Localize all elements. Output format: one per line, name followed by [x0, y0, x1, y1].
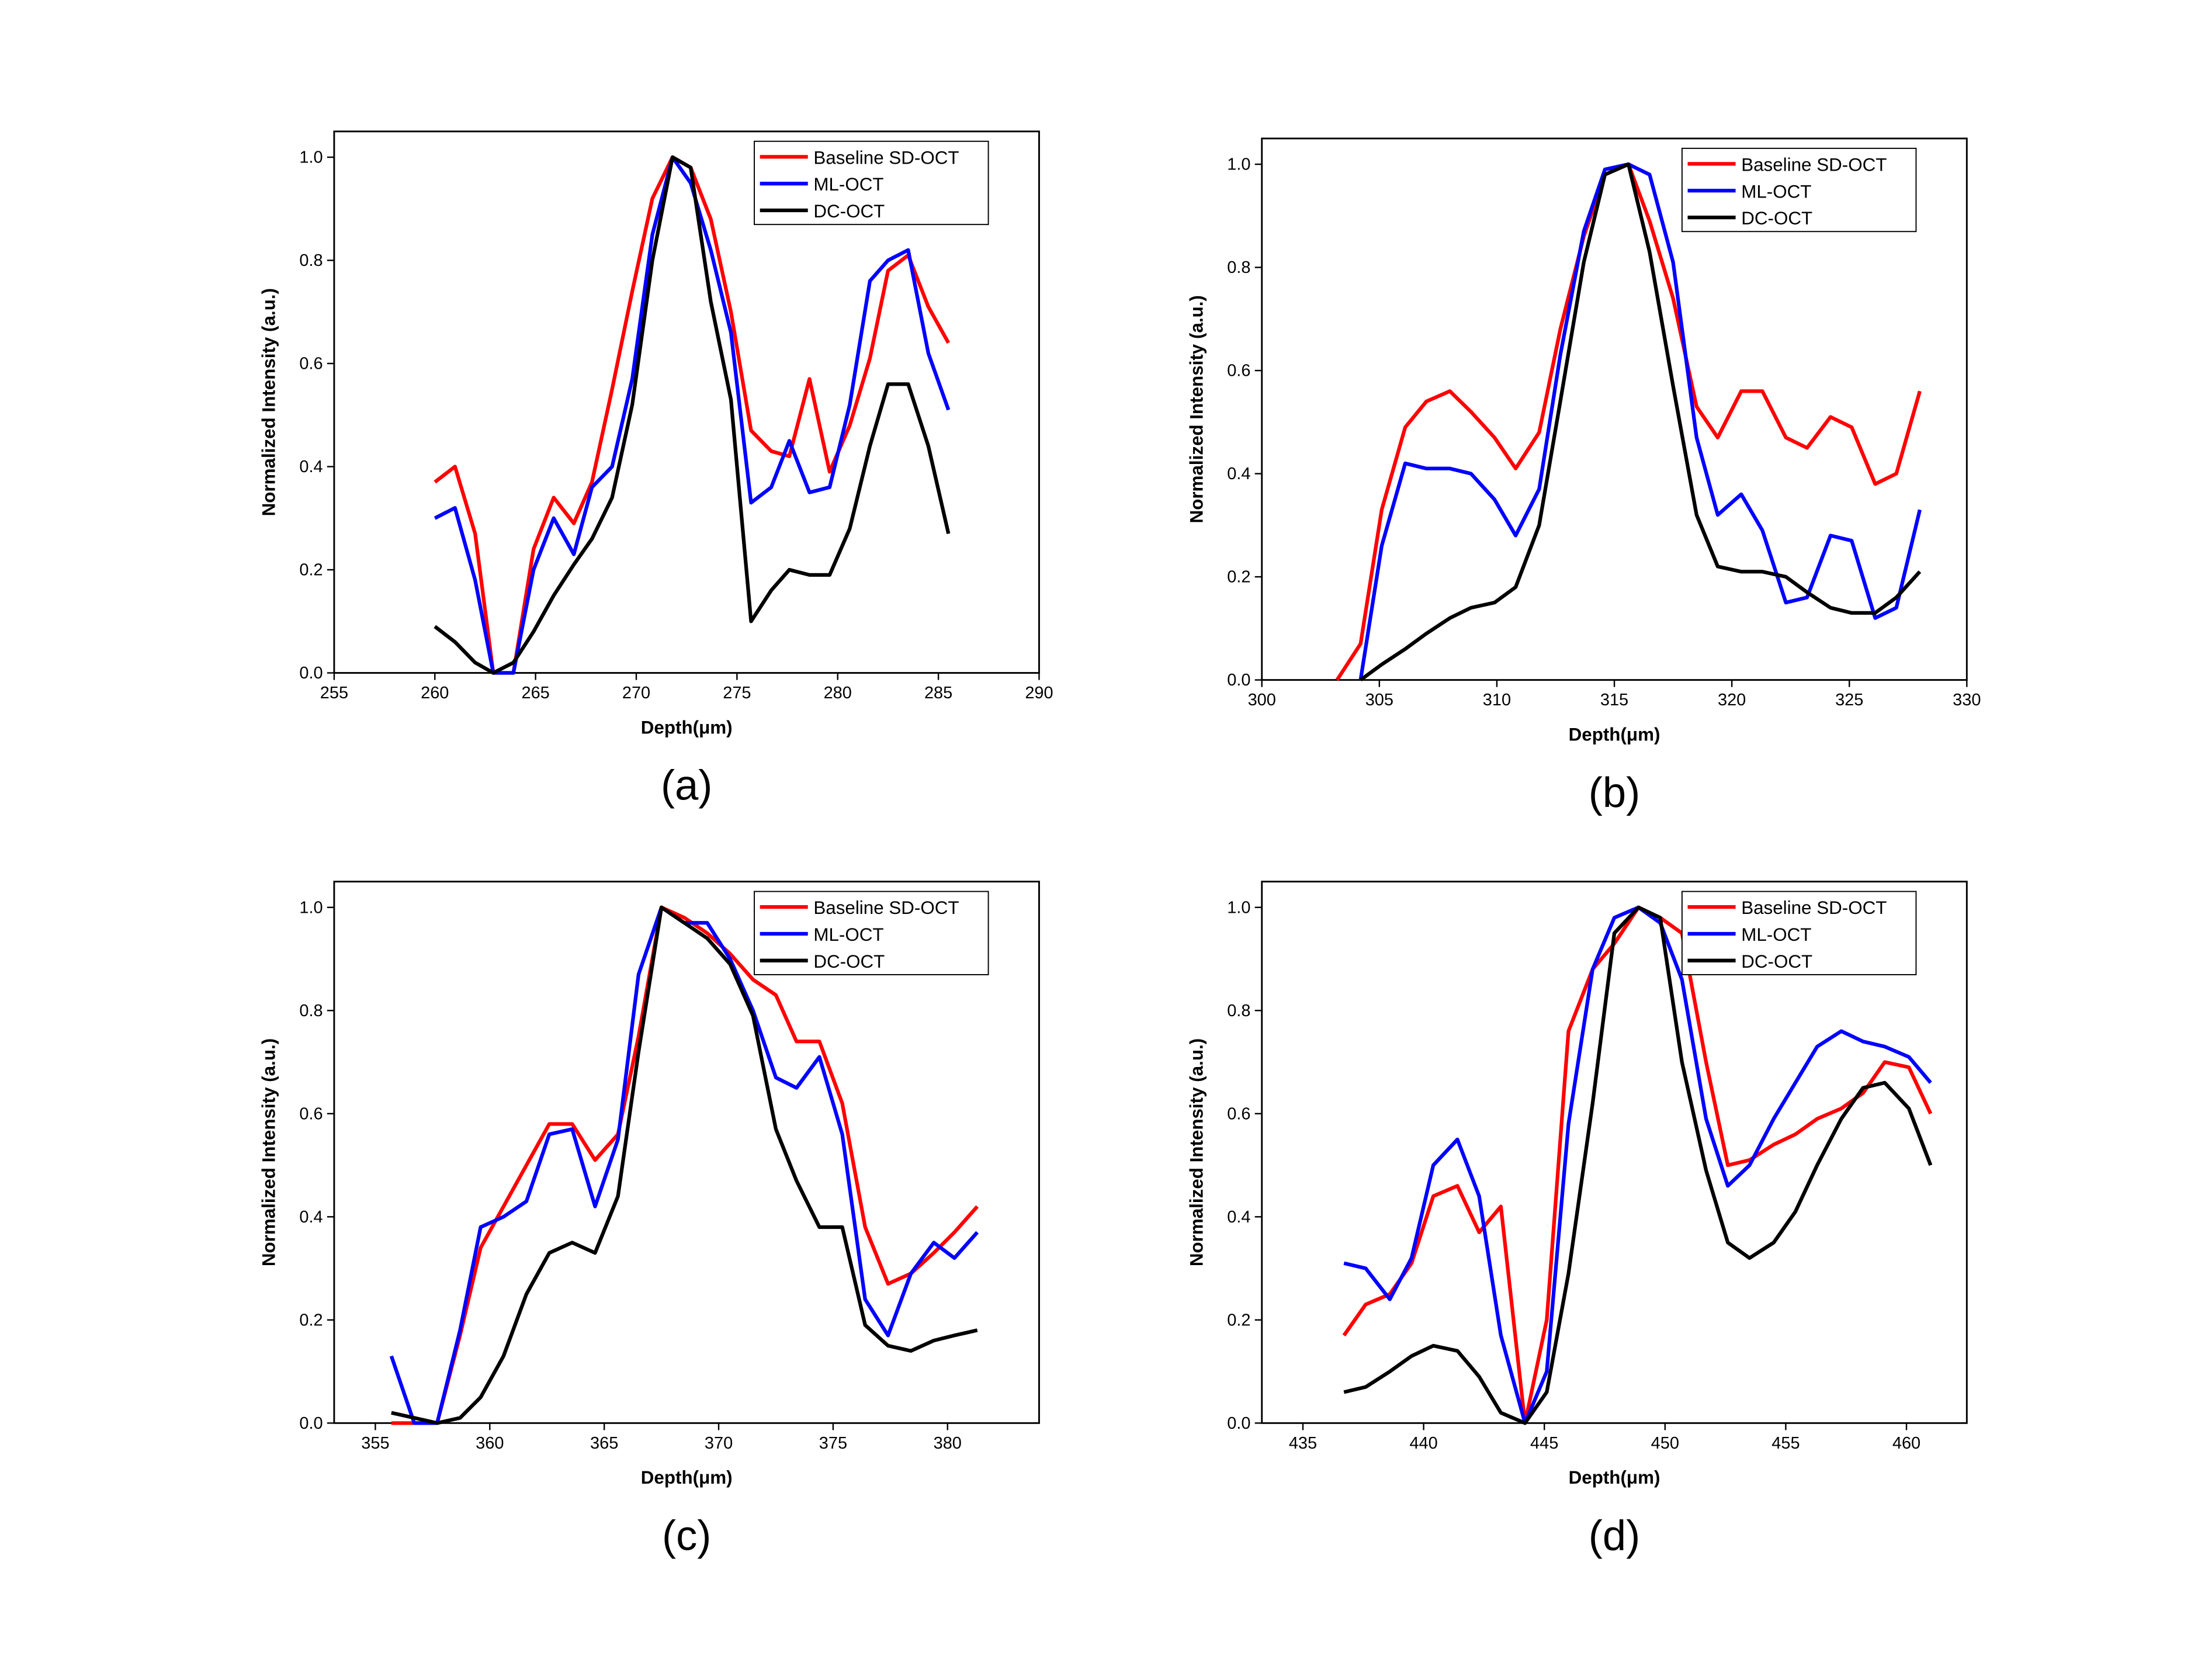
x-tick-label: 285	[924, 684, 952, 702]
x-tick-label: 325	[1835, 691, 1863, 709]
legend-label: ML-OCT	[1741, 924, 1811, 945]
y-tick-label: 0.4	[299, 458, 323, 476]
caption: (b)	[1589, 769, 1640, 816]
plot-frame	[1261, 137, 1968, 681]
legend-label: Baseline SD-OCT	[813, 147, 959, 168]
y-tick-label: 0.6	[1227, 362, 1250, 380]
x-tick-label: 260	[421, 684, 449, 702]
legend-label: DC-OCT	[813, 951, 885, 972]
y-tick-label: 0.4	[299, 1208, 323, 1227]
caption: (a)	[661, 762, 712, 809]
x-tick-label: 290	[1025, 684, 1053, 702]
y-tick-label: 0.2	[1227, 568, 1250, 587]
x-tick-label: 265	[522, 684, 550, 702]
series-line	[434, 155, 951, 675]
y-tick-label: 0.4	[1227, 465, 1250, 483]
series-line	[391, 905, 978, 1425]
x-tick-label: 330	[1953, 691, 1981, 709]
legend-label: Baseline SD-OCT	[1741, 154, 1887, 175]
series-line	[1358, 162, 1922, 681]
y-tick-label: 0.8	[299, 251, 323, 270]
panel: 255 260 265 270 275 280 285 290 0.0 0.2 0.4 0.6 0.8 1…	[259, 130, 1053, 809]
y-tick-label: 0.8	[1227, 1002, 1250, 1020]
x-tick-label: 450	[1651, 1434, 1679, 1453]
x-tick-label: 440	[1409, 1434, 1437, 1453]
legend-label: DC-OCT	[813, 201, 885, 221]
y-tick-label: 0.6	[299, 355, 323, 373]
y-axis-label: Normalized Intensity (a.u.)	[1186, 1038, 1207, 1266]
y-tick-label: 0.0	[299, 664, 323, 683]
x-tick-label: 320	[1718, 691, 1746, 709]
y-axis-label: Normalized Intensity (a.u.)	[259, 288, 279, 516]
x-tick-label: 255	[320, 684, 348, 702]
y-tick-label: 0.0	[1227, 671, 1250, 690]
x-tick-label: 375	[819, 1434, 847, 1453]
x-tick-label: 355	[361, 1434, 389, 1453]
legend-label: ML-OCT	[1741, 181, 1811, 202]
x-tick-label: 435	[1289, 1434, 1317, 1453]
y-axis-label: Normalized Intensity (a.u.)	[1186, 295, 1207, 523]
y-tick-label: 0.2	[299, 1311, 323, 1329]
y-tick-label: 0.4	[1227, 1208, 1250, 1227]
y-tick-label: 0.2	[299, 561, 323, 580]
y-tick-label: 0.0	[1227, 1414, 1250, 1433]
x-tick-label: 460	[1892, 1434, 1920, 1453]
legend-label: DC-OCT	[1741, 951, 1812, 972]
plot-frame	[333, 130, 1040, 674]
x-tick-label: 380	[934, 1434, 962, 1453]
legend-label: Baseline SD-OCT	[813, 898, 959, 918]
legend-label: Baseline SD-OCT	[1741, 898, 1887, 918]
x-tick-label: 455	[1771, 1434, 1800, 1453]
series-line	[434, 155, 951, 675]
x-tick-label: 305	[1365, 691, 1393, 709]
y-tick-label: 0.8	[1227, 258, 1250, 277]
caption: (d)	[1589, 1512, 1640, 1560]
caption: (c)	[662, 1512, 711, 1560]
y-tick-label: 0.8	[299, 1002, 323, 1020]
x-tick-label: 280	[824, 684, 852, 702]
panel: 355 360 365 370 375 380 0.0 0.2 0.4 0.6 0.8 1.0 Dept…	[259, 881, 1040, 1560]
x-axis-label: Depth(μm)	[1569, 1467, 1660, 1488]
y-tick-label: 1.0	[299, 148, 323, 167]
legend-label: ML-OCT	[813, 924, 883, 945]
x-tick-label: 360	[476, 1434, 504, 1453]
series-line	[1359, 162, 1922, 682]
panel: 300 305 310 315 320 325 330 0.0 0.2 0.4 0.6 0.8 1.0 D…	[1186, 137, 1981, 816]
y-tick-label: 1.0	[1227, 155, 1250, 174]
x-tick-label: 310	[1483, 691, 1511, 709]
x-tick-label: 275	[723, 684, 751, 702]
series-line	[1335, 162, 1922, 681]
x-tick-label: 445	[1530, 1434, 1558, 1453]
legend-label: ML-OCT	[813, 174, 883, 195]
series-line	[434, 155, 951, 675]
y-tick-label: 0.0	[299, 1414, 323, 1433]
legend-label: DC-OCT	[1741, 208, 1812, 228]
x-tick-label: 365	[590, 1434, 618, 1453]
series-line	[391, 905, 979, 1425]
x-axis-label: Depth(μm)	[1569, 724, 1660, 744]
x-tick-label: 370	[705, 1434, 733, 1453]
series-line	[1343, 905, 1933, 1425]
x-tick-label: 270	[622, 684, 650, 702]
plot-frame	[1261, 881, 1968, 1424]
y-axis-label: Normalized Intensity (a.u.)	[259, 1038, 279, 1266]
panel: 435 440 445 450 455 460 0.0 0.2 0.4 0.6 0.8 1.0 Dept…	[1186, 881, 1968, 1560]
x-tick-label: 300	[1248, 691, 1276, 709]
y-tick-label: 1.0	[299, 898, 323, 917]
x-tick-label: 315	[1600, 691, 1628, 709]
y-tick-label: 1.0	[1227, 898, 1250, 917]
plot-frame	[333, 881, 1040, 1424]
y-tick-label: 0.6	[299, 1104, 323, 1123]
x-axis-label: Depth(μm)	[641, 1467, 733, 1488]
y-tick-label: 0.2	[1227, 1311, 1250, 1329]
x-axis-label: Depth(μm)	[641, 717, 733, 737]
y-tick-label: 0.6	[1227, 1104, 1250, 1123]
